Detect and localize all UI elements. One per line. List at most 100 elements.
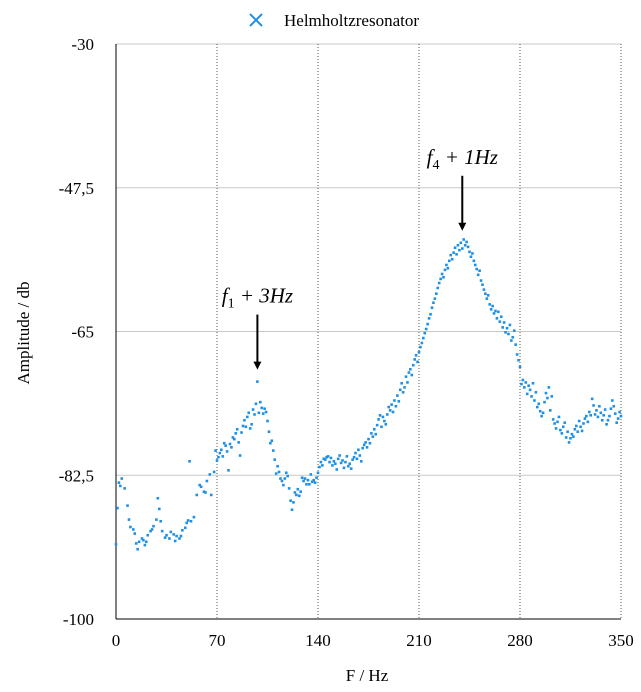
data-point (549, 409, 552, 412)
data-point (423, 331, 427, 335)
data-point (256, 380, 259, 383)
data-point (618, 410, 621, 414)
data-point (244, 425, 248, 429)
data-point (117, 481, 121, 484)
data-point (514, 343, 517, 346)
data-point (318, 465, 321, 469)
data-point (497, 310, 500, 314)
data-point (243, 418, 246, 422)
data-point (266, 419, 269, 423)
data-point (413, 358, 416, 361)
data-point (116, 506, 119, 510)
data-point (354, 451, 357, 455)
y-tick-label: -100 (63, 610, 94, 629)
data-point (612, 404, 616, 408)
data-point (589, 413, 592, 417)
data-point (221, 455, 225, 458)
data-point (152, 524, 155, 528)
data-point (465, 240, 468, 244)
data-point (377, 418, 380, 421)
data-point (323, 458, 327, 461)
data-point (417, 350, 421, 354)
data-point (123, 487, 126, 490)
data-point (590, 397, 594, 401)
data-point (380, 425, 383, 429)
data-point (527, 384, 530, 388)
data-point (329, 456, 333, 460)
data-point (344, 460, 347, 464)
data-point (202, 490, 206, 493)
data-point (283, 477, 287, 480)
data-point (396, 394, 399, 397)
data-point (310, 480, 314, 484)
data-point (510, 339, 513, 342)
data-point (279, 477, 282, 480)
data-point (305, 482, 308, 486)
data-point (142, 538, 145, 542)
data-point (400, 381, 403, 385)
x-tick-label: 70 (209, 631, 226, 650)
data-point (351, 458, 354, 461)
data-points (114, 238, 623, 551)
data-point (469, 255, 473, 259)
data-point (484, 292, 487, 296)
data-point (341, 459, 344, 462)
data-point (186, 519, 190, 522)
data-point (381, 415, 385, 419)
data-point (538, 409, 542, 413)
data-point (426, 322, 429, 326)
data-point (277, 470, 281, 474)
y-tick-label: -82,5 (59, 466, 94, 485)
data-point (355, 457, 359, 461)
data-point (517, 358, 520, 362)
data-point (524, 381, 528, 384)
data-point (302, 479, 305, 483)
data-point (494, 309, 497, 313)
data-point (485, 297, 489, 300)
data-point (556, 420, 559, 424)
data-point (419, 345, 422, 349)
data-point (326, 455, 330, 458)
data-point (280, 479, 284, 483)
legend: Helmholtzresonator (249, 11, 419, 30)
annotation-1: f1 + 3Hz (222, 284, 293, 370)
data-point (468, 250, 471, 254)
annotations: f1 + 3Hz f4 + 1Hz (222, 145, 498, 370)
data-point (157, 507, 161, 511)
data-point (505, 326, 509, 330)
data-point (273, 458, 277, 461)
data-point (587, 410, 591, 414)
data-point (566, 430, 569, 434)
legend-label: Helmholtzresonator (284, 11, 419, 30)
data-point (126, 504, 129, 507)
data-point (436, 286, 440, 290)
data-point (297, 494, 301, 498)
data-point (134, 542, 138, 545)
data-point (499, 315, 503, 319)
data-point (572, 435, 575, 438)
data-point (388, 409, 392, 412)
data-point (359, 459, 363, 463)
annotation-label: f4 + 1Hz (427, 145, 498, 173)
data-point (195, 493, 199, 497)
data-point (478, 269, 481, 273)
data-point (308, 482, 311, 486)
data-point (263, 407, 266, 411)
data-point (313, 481, 317, 484)
data-point (133, 532, 137, 535)
data-point (299, 490, 302, 493)
data-point (233, 437, 236, 441)
data-point (163, 536, 167, 539)
data-point (367, 437, 370, 441)
data-point (322, 457, 326, 461)
data-point (577, 419, 581, 423)
data-point (119, 484, 122, 488)
data-point (385, 413, 389, 416)
data-point (383, 419, 386, 423)
data-point (159, 519, 163, 523)
data-point (515, 353, 519, 356)
data-point (488, 303, 491, 306)
data-point (238, 454, 242, 457)
y-tick-label: -47,5 (59, 179, 94, 198)
data-point (209, 493, 213, 497)
